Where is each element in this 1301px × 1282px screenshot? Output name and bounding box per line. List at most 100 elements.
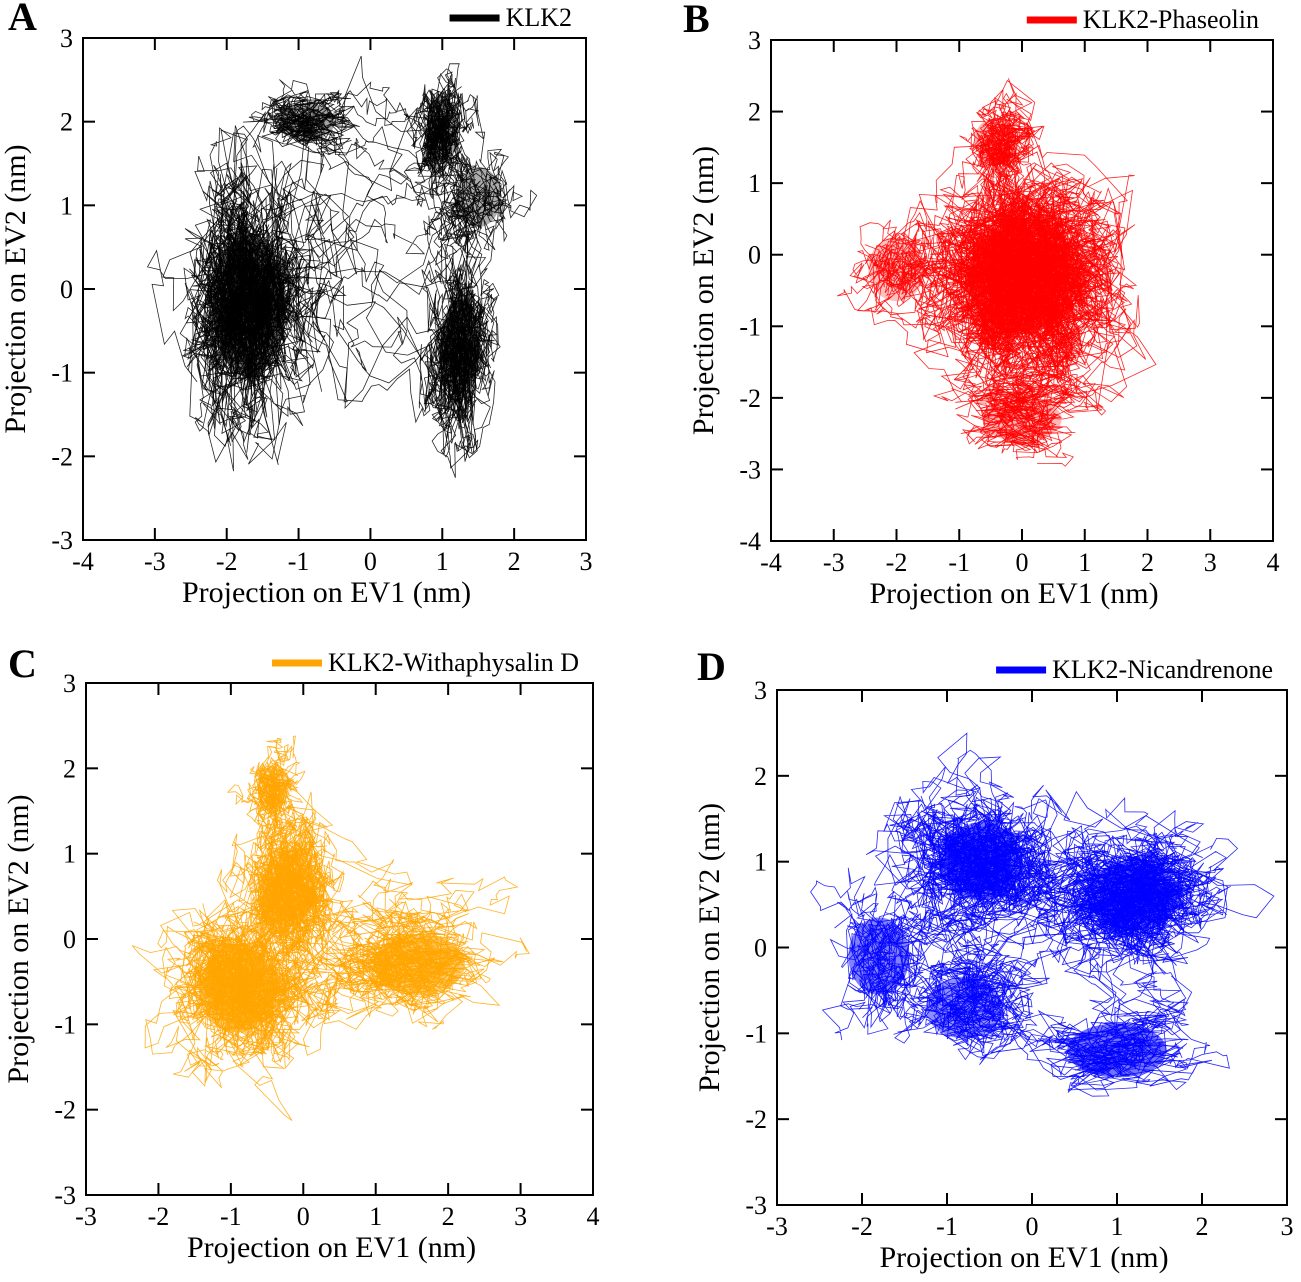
density-core bbox=[276, 102, 335, 141]
x-tick-label: 3 bbox=[1281, 1212, 1294, 1241]
x-tick-label: 4 bbox=[587, 1202, 600, 1231]
x-tick-label: -3 bbox=[823, 548, 845, 577]
density-core bbox=[925, 976, 1003, 1039]
y-tick-label: 2 bbox=[754, 762, 767, 791]
y-tick-label: -3 bbox=[54, 1181, 76, 1210]
x-tick-label: -1 bbox=[948, 548, 970, 577]
y-tick-label: 3 bbox=[754, 676, 767, 705]
panel-letter: C bbox=[8, 641, 37, 686]
x-tick-label: -4 bbox=[760, 548, 782, 577]
x-tick-label: 0 bbox=[1016, 548, 1029, 577]
x-tick-label: 1 bbox=[436, 547, 449, 576]
trajectory-traces bbox=[146, 55, 538, 478]
y-tick-label: -1 bbox=[739, 312, 761, 341]
panel-c: -3 -2 -1 0 1 2 3 4 -3 -2 -1 0 1 2 3 Projection on EV1 (… bbox=[2, 641, 600, 1264]
x-tick-label: 3 bbox=[580, 547, 593, 576]
y-tick-label: -2 bbox=[54, 1096, 76, 1125]
x-tick-label: 4 bbox=[1267, 548, 1280, 577]
x-tick-label: 2 bbox=[1141, 548, 1154, 577]
density-core bbox=[848, 917, 910, 995]
trajectory-traces bbox=[131, 735, 530, 1121]
density-core bbox=[455, 166, 501, 228]
x-tick-label: -3 bbox=[766, 1212, 788, 1241]
density-core bbox=[262, 849, 315, 927]
legend-label: KLK2-Nicandrenone bbox=[1052, 655, 1273, 684]
y-axis-label: Projection on EV2 (nm) bbox=[2, 794, 35, 1083]
x-tick-label: 0 bbox=[364, 547, 377, 576]
panel-letter: B bbox=[683, 0, 710, 41]
x-tick-label: -1 bbox=[936, 1212, 958, 1241]
density-core bbox=[1067, 1023, 1167, 1078]
y-tick-label: 2 bbox=[748, 98, 761, 127]
legend-label: KLK2-Withaphysalin D bbox=[328, 648, 579, 677]
density-core bbox=[868, 236, 925, 302]
legend-label: KLK2-Phaseolin bbox=[1083, 5, 1259, 34]
y-axis-label: Projection on EV2 (nm) bbox=[0, 144, 32, 433]
x-tick-label: -2 bbox=[216, 547, 238, 576]
x-tick-label: -2 bbox=[851, 1212, 873, 1241]
y-tick-label: 1 bbox=[63, 840, 76, 869]
x-tick-label: -1 bbox=[288, 547, 310, 576]
y-tick-label: -2 bbox=[745, 1105, 767, 1134]
density-core bbox=[373, 933, 465, 996]
y-tick-label: 0 bbox=[754, 934, 767, 963]
x-tick-label: 3 bbox=[514, 1202, 527, 1231]
density-core bbox=[198, 947, 278, 1033]
y-tick-label: 3 bbox=[60, 24, 73, 53]
trajectory-line bbox=[829, 829, 1197, 1007]
x-tick-label: -3 bbox=[75, 1202, 97, 1231]
legend-label: KLK2 bbox=[506, 3, 572, 32]
trajectory-line bbox=[426, 90, 524, 377]
density-core bbox=[968, 218, 1076, 335]
y-axis-label: Projection on EV2 (nm) bbox=[693, 803, 726, 1092]
x-tick-label: 1 bbox=[369, 1202, 382, 1231]
x-tick-label: 1 bbox=[1078, 548, 1091, 577]
x-tick-label: -3 bbox=[144, 547, 166, 576]
trajectory-line bbox=[917, 821, 1231, 1027]
density-core bbox=[982, 396, 1062, 442]
y-tick-label: 2 bbox=[63, 754, 76, 783]
x-tick-label: -2 bbox=[886, 548, 908, 577]
x-tick-label: 2 bbox=[442, 1202, 455, 1231]
density-core bbox=[426, 96, 459, 164]
y-tick-label: -2 bbox=[51, 442, 73, 471]
trajectory-traces bbox=[810, 732, 1275, 1097]
density-core bbox=[1088, 861, 1180, 931]
x-tick-label: 0 bbox=[1026, 1212, 1039, 1241]
y-tick-label: 0 bbox=[63, 925, 76, 954]
x-tick-label: 0 bbox=[297, 1202, 310, 1231]
trajectory-line bbox=[249, 745, 519, 961]
y-tick-label: -4 bbox=[739, 527, 761, 556]
x-tick-label: -2 bbox=[148, 1202, 170, 1231]
y-tick-label: 2 bbox=[60, 108, 73, 137]
density-core bbox=[440, 298, 480, 397]
y-tick-label: -3 bbox=[739, 455, 761, 484]
x-axis-label: Projection on EV1 (nm) bbox=[182, 576, 471, 609]
x-axis-label: Projection on EV1 (nm) bbox=[879, 1241, 1168, 1274]
y-tick-label: -3 bbox=[51, 526, 73, 555]
trajectory-line bbox=[434, 148, 510, 256]
x-tick-label: 1 bbox=[1111, 1212, 1124, 1241]
y-tick-label: 1 bbox=[748, 169, 761, 198]
y-tick-label: 0 bbox=[60, 275, 73, 304]
trajectory-line bbox=[940, 159, 1138, 390]
y-tick-label: -1 bbox=[745, 1019, 767, 1048]
trajectory-line bbox=[884, 839, 1230, 1087]
density-core bbox=[974, 117, 1020, 163]
y-tick-label: -1 bbox=[54, 1010, 76, 1039]
x-tick-label: 2 bbox=[1196, 1212, 1209, 1241]
density-core bbox=[258, 766, 291, 805]
x-tick-label: 3 bbox=[1204, 548, 1217, 577]
y-tick-label: -3 bbox=[745, 1191, 767, 1220]
panel-d: -3 -2 -1 0 1 2 3 -3 -2 -1 0 1 2 3 Projection on EV1 (n… bbox=[693, 644, 1294, 1274]
panel-b: -4 -3 -2 -1 0 1 2 3 4 -4 -3 -2 -1 0 1 2 3 Projection on E… bbox=[683, 0, 1280, 610]
trajectory-line bbox=[328, 920, 530, 1015]
trajectory-line bbox=[269, 95, 353, 158]
y-tick-label: 3 bbox=[748, 26, 761, 55]
trajectory-line bbox=[873, 811, 1168, 947]
trajectory-line bbox=[194, 55, 485, 390]
y-tick-label: 1 bbox=[60, 191, 73, 220]
y-tick-label: -1 bbox=[51, 359, 73, 388]
